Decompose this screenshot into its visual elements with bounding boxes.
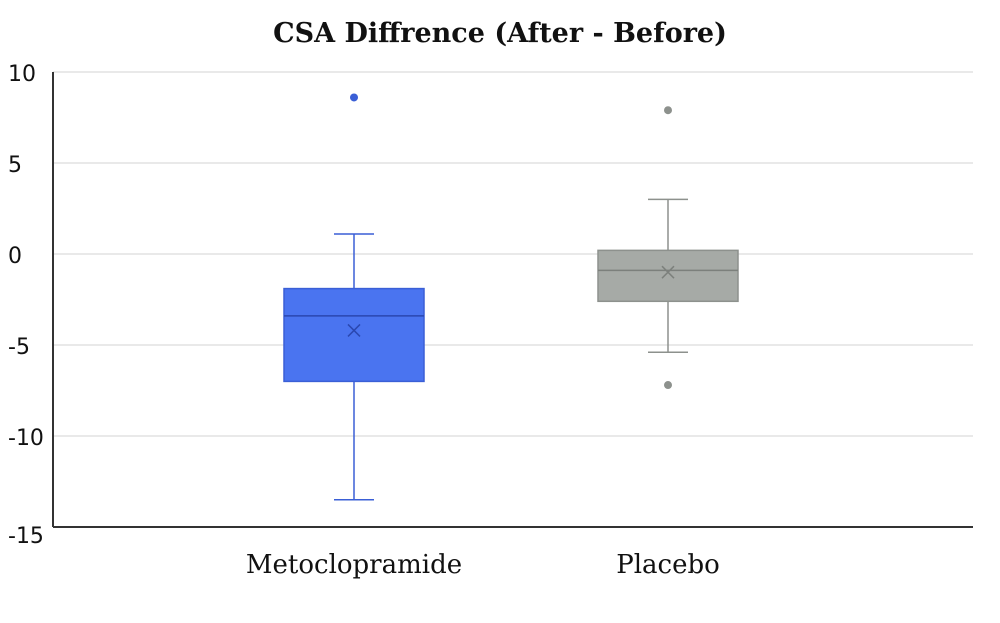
y-tick-label: -15: [8, 524, 44, 549]
box: [283, 287, 425, 383]
box: [597, 249, 739, 303]
mean-marker: [661, 265, 675, 279]
box-group-metoclopramide: Metoclopramide: [246, 93, 462, 580]
box-group-placebo: Placebo: [597, 106, 739, 580]
y-tick-label: -5: [8, 335, 30, 360]
outlier-point: [664, 381, 672, 390]
x-category-label: Metoclopramide: [246, 550, 462, 580]
outlier-point: [664, 106, 672, 115]
y-tick-label: 0: [8, 244, 22, 269]
chart-title: CSA Diffrence (After - Before): [273, 18, 727, 49]
y-tick-label: 10: [8, 62, 36, 87]
outlier-point: [350, 93, 358, 102]
x-category-label: Placebo: [616, 550, 720, 580]
y-tick-label: -10: [8, 426, 44, 451]
mean-marker: [347, 323, 361, 337]
y-tick-label: 5: [8, 153, 22, 178]
